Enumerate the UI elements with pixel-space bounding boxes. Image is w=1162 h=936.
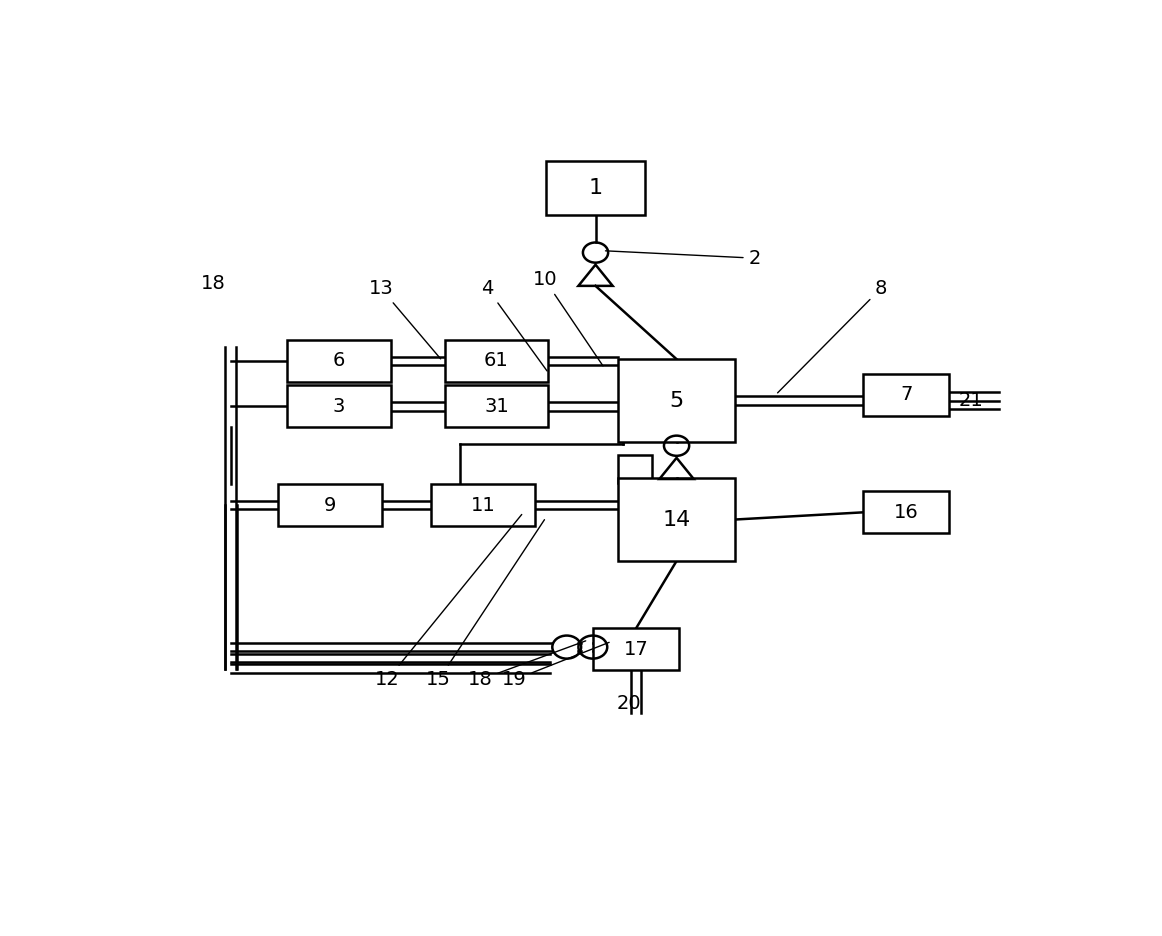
- Text: 15: 15: [426, 519, 545, 689]
- Text: 4: 4: [481, 279, 547, 371]
- Text: 61: 61: [485, 352, 509, 371]
- Text: 5: 5: [669, 390, 683, 411]
- Text: 14: 14: [662, 509, 690, 530]
- FancyBboxPatch shape: [445, 340, 548, 382]
- FancyBboxPatch shape: [594, 628, 679, 670]
- FancyBboxPatch shape: [618, 456, 652, 483]
- Text: 12: 12: [375, 515, 522, 689]
- Text: 18: 18: [201, 274, 225, 293]
- FancyBboxPatch shape: [618, 359, 736, 442]
- FancyBboxPatch shape: [431, 484, 535, 526]
- Text: 1: 1: [588, 178, 603, 198]
- Text: 19: 19: [502, 642, 609, 689]
- Text: 16: 16: [894, 503, 919, 521]
- Text: 18: 18: [467, 641, 586, 689]
- Text: 2: 2: [605, 249, 761, 268]
- Text: 31: 31: [485, 397, 509, 416]
- FancyBboxPatch shape: [287, 386, 390, 427]
- Text: 17: 17: [624, 640, 648, 659]
- FancyBboxPatch shape: [863, 374, 949, 416]
- Text: 9: 9: [324, 496, 336, 515]
- Text: 10: 10: [532, 271, 603, 366]
- Text: 20: 20: [616, 695, 641, 713]
- FancyBboxPatch shape: [546, 161, 645, 215]
- FancyBboxPatch shape: [618, 478, 736, 561]
- Text: 13: 13: [368, 279, 440, 358]
- FancyBboxPatch shape: [278, 484, 381, 526]
- Text: 7: 7: [901, 386, 912, 404]
- FancyBboxPatch shape: [445, 386, 548, 427]
- Text: 3: 3: [332, 397, 345, 416]
- Text: 8: 8: [777, 279, 887, 393]
- Text: 21: 21: [959, 391, 983, 410]
- Text: 6: 6: [332, 352, 345, 371]
- Text: 11: 11: [471, 496, 495, 515]
- FancyBboxPatch shape: [287, 340, 390, 382]
- FancyBboxPatch shape: [863, 491, 949, 534]
